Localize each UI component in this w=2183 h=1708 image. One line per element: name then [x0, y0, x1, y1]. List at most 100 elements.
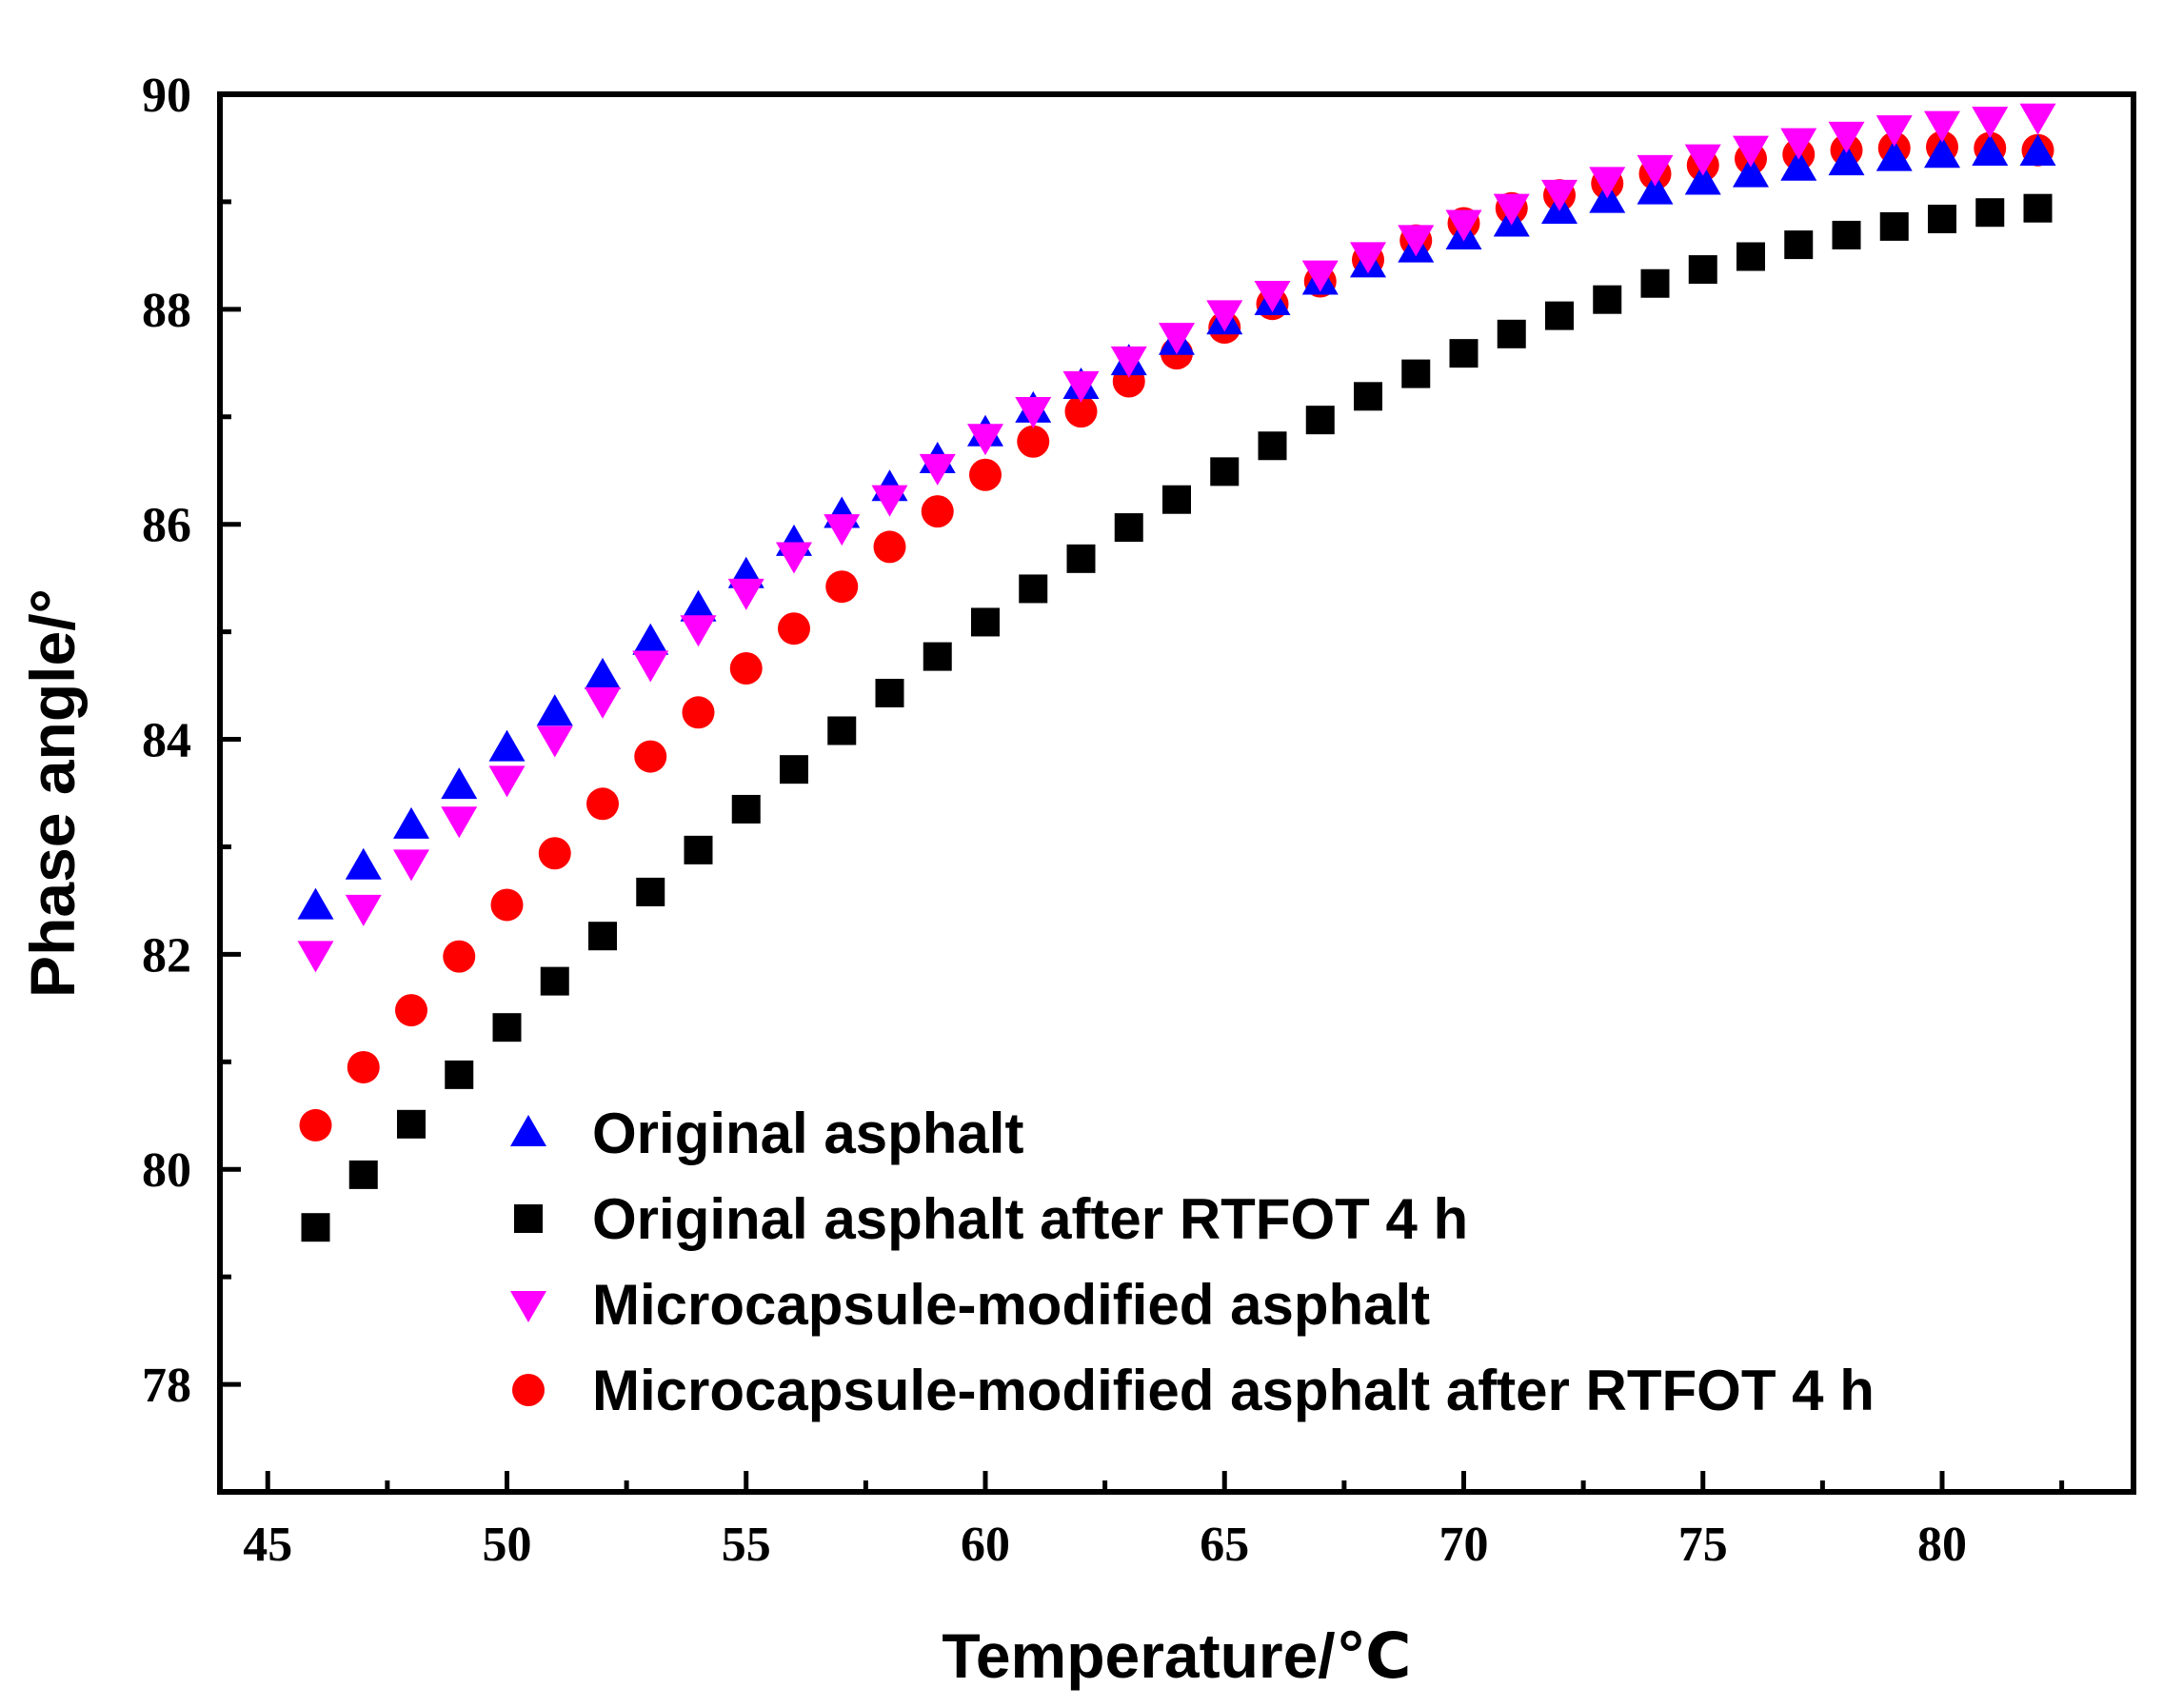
y-tick-label: 80: [142, 1143, 191, 1198]
data-point: [1110, 346, 1147, 378]
data-markers: [297, 103, 2056, 1242]
data-point: [1733, 135, 1769, 168]
data-point: [1784, 230, 1814, 260]
legend-marker: [510, 1115, 546, 1146]
data-point: [1017, 425, 1050, 458]
data-point: [488, 765, 526, 798]
data-point: [1975, 198, 2005, 228]
legend-item: Original asphalt: [510, 1102, 1023, 1165]
data-point: [488, 729, 526, 762]
data-point: [2023, 193, 2053, 223]
data-point: [2019, 133, 2056, 166]
y-tick-label: 86: [142, 499, 191, 553]
data-point: [1828, 121, 1865, 153]
x-tick-label: 65: [1200, 1518, 1249, 1572]
data-point: [680, 589, 717, 622]
data-point: [585, 686, 621, 719]
data-point: [1210, 457, 1240, 487]
legend-marker: [510, 1291, 546, 1322]
data-point: [727, 578, 764, 610]
data-point: [1832, 220, 1861, 249]
data-point: [1493, 193, 1530, 226]
data-point: [636, 877, 665, 906]
data-point: [441, 806, 478, 839]
x-tick-label: 55: [722, 1518, 771, 1572]
data-point: [1066, 544, 1096, 573]
data-point: [1688, 255, 1717, 285]
data-point: [1640, 268, 1670, 298]
legend-item: Original asphalt after RTFOT 4 h: [514, 1187, 1468, 1251]
data-point: [731, 794, 761, 824]
series-square: [301, 193, 2053, 1242]
data-point: [780, 755, 808, 784]
legend-label: Original asphalt after RTFOT 4 h: [592, 1187, 1468, 1251]
data-point: [827, 716, 857, 745]
data-point: [632, 623, 669, 655]
data-point: [540, 966, 569, 996]
data-point: [1879, 211, 1909, 241]
y-axis-title: Phase angle/°: [17, 588, 88, 998]
data-point: [1015, 396, 1052, 428]
data-point: [1637, 154, 1674, 187]
data-point: [588, 922, 617, 951]
data-point: [393, 806, 429, 839]
data-point: [1301, 260, 1339, 292]
x-axis-title: Temperature/℃: [942, 1620, 1411, 1691]
data-point: [1593, 285, 1622, 314]
data-point: [490, 888, 524, 922]
data-point: [1258, 431, 1287, 461]
data-point: [921, 495, 954, 528]
data-point: [1401, 359, 1431, 388]
legend-marker: [512, 1374, 545, 1406]
x-tick-label: 80: [1917, 1518, 1967, 1572]
data-point: [824, 514, 861, 546]
legend-item: Microcapsule-modified asphalt: [510, 1273, 1430, 1337]
x-tick-label: 75: [1678, 1518, 1728, 1572]
y-tick-label: 84: [142, 714, 191, 768]
data-point: [1545, 301, 1574, 330]
data-point: [348, 1160, 378, 1189]
data-point: [393, 849, 429, 882]
data-point: [1062, 370, 1100, 403]
data-point: [1445, 209, 1482, 242]
data-point: [538, 837, 571, 870]
y-tick-label: 90: [142, 69, 191, 123]
data-point: [923, 642, 952, 671]
data-point: [536, 725, 573, 758]
y-tick-label: 78: [142, 1359, 191, 1413]
tick-labels: 45 50 55 60 65 70 75 80 78 80 82 84 86 88 90: [142, 69, 1967, 1572]
data-point: [873, 530, 906, 564]
data-point: [1928, 204, 1956, 233]
data-point: [2019, 103, 2056, 135]
legend-label: Microcapsule-modified asphalt: [592, 1273, 1430, 1337]
data-point: [871, 485, 908, 517]
data-point: [586, 787, 619, 821]
legend-item: Microcapsule-modified asphalt after RTFO…: [512, 1359, 1875, 1422]
data-point: [919, 453, 956, 486]
data-point: [397, 1109, 426, 1139]
data-point: [1497, 319, 1526, 348]
data-point: [1780, 128, 1817, 160]
data-point: [1162, 485, 1191, 514]
data-point: [971, 607, 1000, 637]
data-point: [680, 615, 717, 647]
plot-frame: [217, 91, 2136, 1495]
x-tick-label: 50: [483, 1518, 532, 1572]
data-point: [585, 657, 621, 689]
legend-label: Original asphalt: [592, 1102, 1023, 1165]
data-point: [1780, 149, 1817, 181]
data-point: [492, 1013, 522, 1043]
data-point: [875, 678, 904, 707]
data-point: [395, 994, 427, 1027]
data-point: [632, 650, 669, 683]
data-point: [1350, 242, 1386, 274]
data-point: [347, 1050, 380, 1083]
data-point: [1305, 406, 1335, 435]
y-tick-label: 82: [142, 928, 191, 983]
data-point: [297, 941, 334, 973]
data-point: [967, 424, 1003, 456]
data-point: [1064, 395, 1098, 428]
data-point: [1684, 163, 1721, 195]
data-point: [345, 847, 382, 880]
